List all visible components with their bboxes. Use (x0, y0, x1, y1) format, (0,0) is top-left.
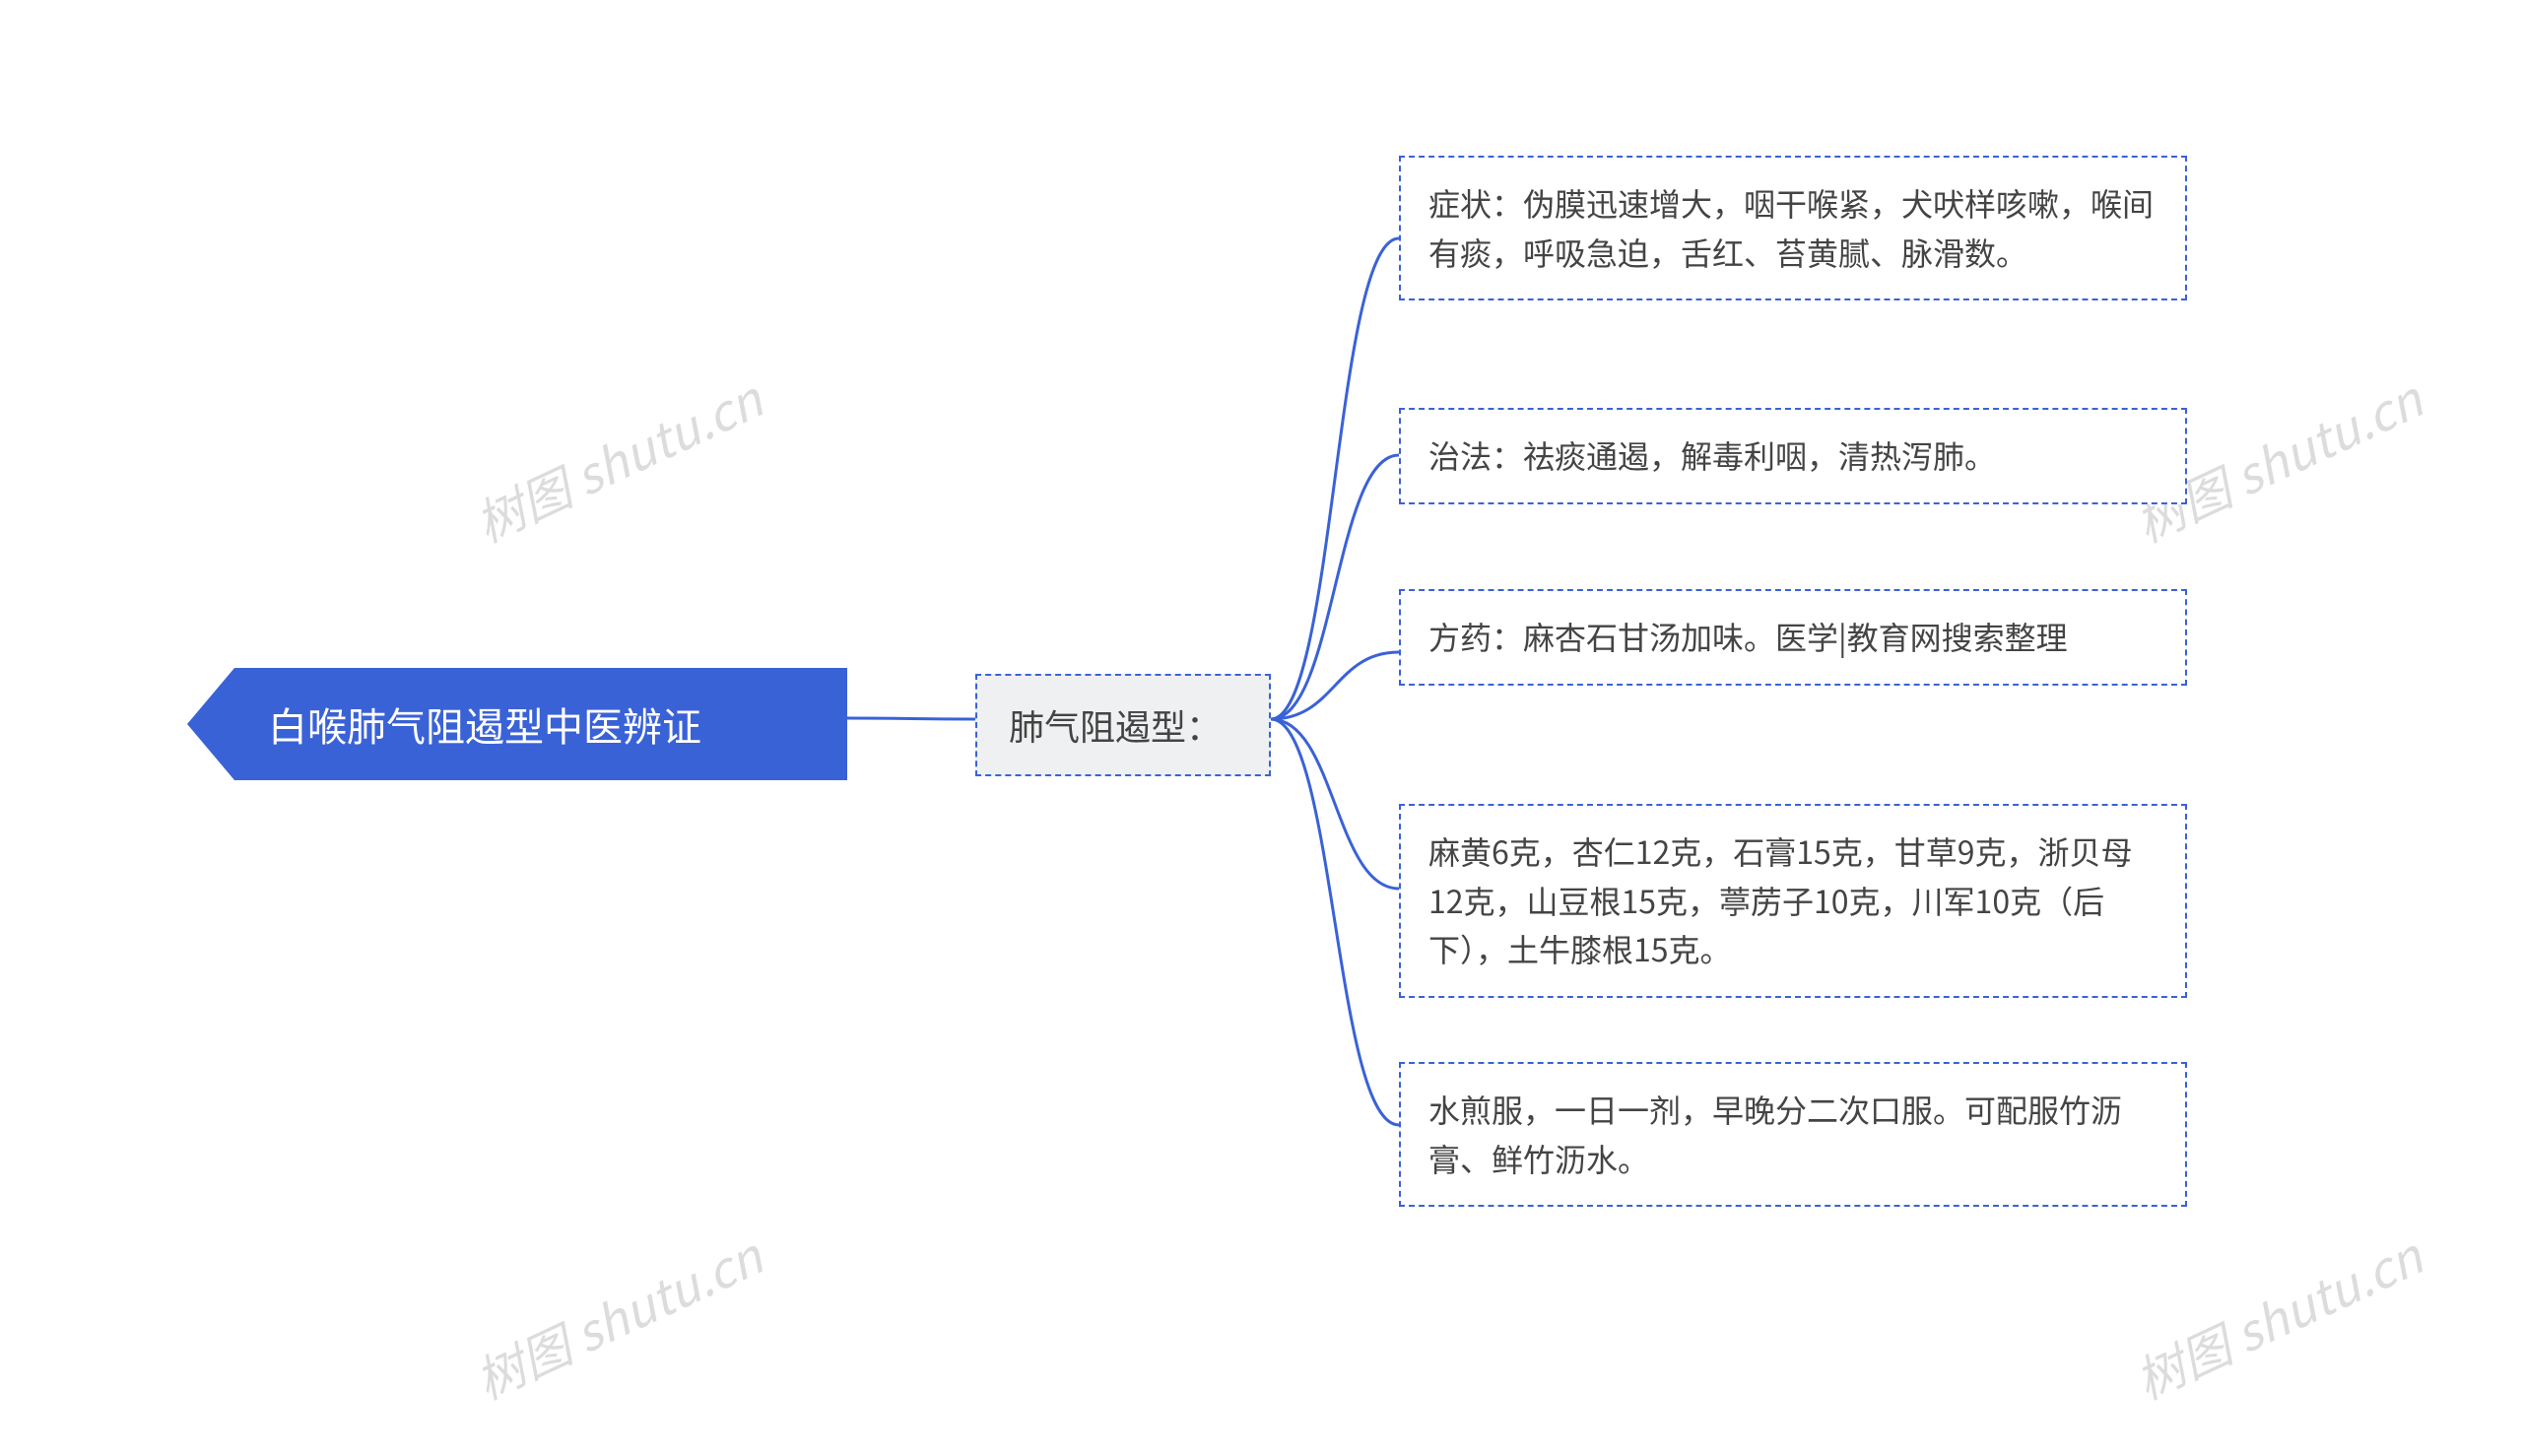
leaf-label: 治法：祛痰通遏，解毒利咽，清热泻肺。 (1428, 432, 1996, 478)
leaf-node-herbs[interactable]: 麻黄6克，杏仁12克，石膏15克，甘草9克，浙贝母12克，山豆根15克，葶苈子1… (1399, 804, 2187, 998)
leaf-node-prescription[interactable]: 方药：麻杏石甘汤加味。医学|教育网搜索整理 (1399, 589, 2187, 686)
branch-node[interactable]: 肺气阻遏型： (975, 674, 1271, 776)
leaf-label: 水煎服，一日一剂，早晚分二次口服。可配服竹沥膏、鲜竹沥水。 (1428, 1087, 2122, 1181)
watermark: 树图 shutu.cn (2122, 1219, 2432, 1414)
watermark: 树图 shutu.cn (462, 362, 772, 557)
leaf-node-treatment[interactable]: 治法：祛痰通遏，解毒利咽，清热泻肺。 (1399, 408, 2187, 504)
leaf-label: 症状：伪膜迅速增大，咽干喉紧，犬吠样咳嗽，喉间有痰，呼吸急迫，舌红、苔黄腻、脉滑… (1428, 180, 2154, 275)
leaf-label: 方药：麻杏石甘汤加味。医学|教育网搜索整理 (1428, 614, 2068, 659)
mindmap-canvas: 树图 shutu.cn 树图 shutu.cn 树图 shutu.cn 树图 s… (0, 0, 2522, 1456)
root-node[interactable]: 白喉肺气阻遏型中医辨证 (187, 668, 847, 780)
leaf-node-symptom[interactable]: 症状：伪膜迅速增大，咽干喉紧，犬吠样咳嗽，喉间有痰，呼吸急迫，舌红、苔黄腻、脉滑… (1399, 156, 2187, 300)
root-label: 白喉肺气阻遏型中医辨证 (268, 695, 701, 753)
leaf-label: 麻黄6克，杏仁12克，石膏15克，甘草9克，浙贝母12克，山豆根15克，葶苈子1… (1428, 828, 2133, 971)
leaf-node-usage[interactable]: 水煎服，一日一剂，早晚分二次口服。可配服竹沥膏、鲜竹沥水。 (1399, 1062, 2187, 1207)
watermark: 树图 shutu.cn (462, 1219, 772, 1414)
branch-label: 肺气阻遏型： (1009, 699, 1222, 751)
